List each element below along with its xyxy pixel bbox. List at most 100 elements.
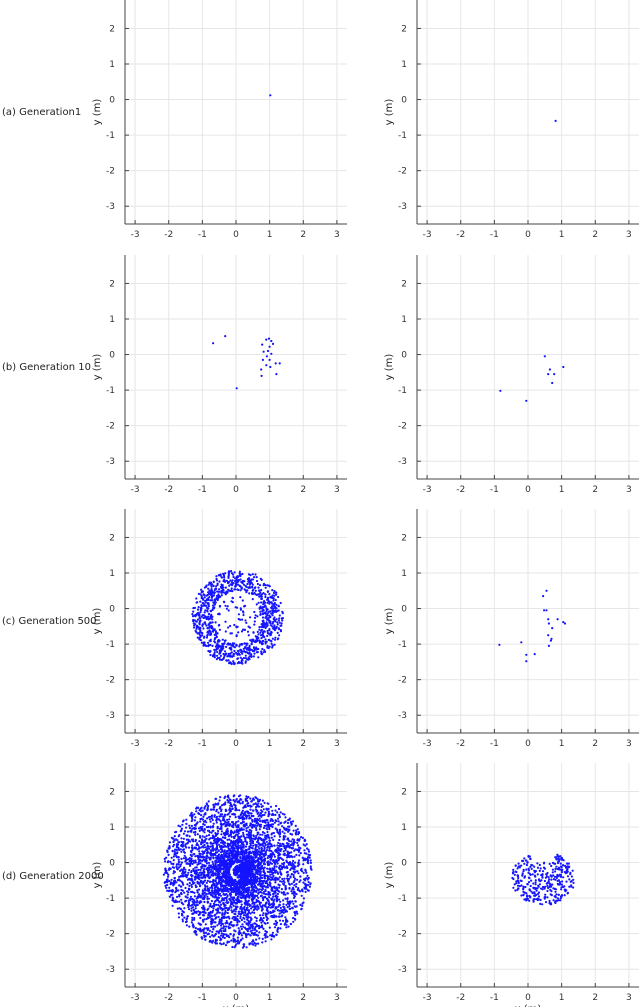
y-axis-label: y (m) xyxy=(92,608,103,635)
data-point xyxy=(201,841,204,844)
data-point xyxy=(193,918,196,921)
data-point xyxy=(499,389,502,392)
data-point xyxy=(296,844,300,847)
data-point xyxy=(237,631,240,634)
data-point xyxy=(183,907,186,910)
data-point xyxy=(258,641,261,644)
data-point xyxy=(253,941,256,945)
data-point xyxy=(193,853,196,856)
data-point xyxy=(182,857,185,860)
data-point xyxy=(260,849,263,852)
data-point xyxy=(217,881,220,884)
data-point xyxy=(292,829,295,832)
data-point xyxy=(233,662,236,665)
data-point xyxy=(232,904,235,907)
data-point xyxy=(194,927,197,930)
data-point xyxy=(224,809,227,813)
data-point xyxy=(194,885,198,889)
data-point xyxy=(227,609,230,612)
data-point xyxy=(266,349,270,353)
data-point xyxy=(217,849,220,853)
data-point xyxy=(222,852,226,855)
data-point xyxy=(275,593,278,596)
data-point xyxy=(225,645,228,649)
data-point xyxy=(230,939,233,942)
data-point xyxy=(259,595,262,598)
data-point xyxy=(212,881,215,885)
data-point xyxy=(190,857,193,860)
data-point xyxy=(291,900,294,903)
data-point xyxy=(293,849,296,852)
data-point xyxy=(219,819,222,823)
data-point xyxy=(209,599,212,602)
data-point xyxy=(220,899,223,902)
data-point xyxy=(545,589,548,592)
data-point xyxy=(279,900,282,903)
data-point xyxy=(550,637,553,640)
data-point xyxy=(217,915,220,919)
data-point xyxy=(239,596,242,599)
data-point xyxy=(191,827,194,830)
data-point xyxy=(224,639,227,642)
data-point xyxy=(254,589,257,592)
data-point xyxy=(274,609,277,612)
data-point xyxy=(239,656,242,659)
data-point xyxy=(259,612,262,616)
data-point xyxy=(275,373,278,376)
data-point xyxy=(211,608,214,612)
data-point xyxy=(204,819,207,822)
data-point xyxy=(264,936,267,939)
data-point xyxy=(266,824,269,827)
data-point xyxy=(232,832,235,835)
data-point xyxy=(191,818,194,821)
data-point xyxy=(226,911,229,915)
data-point xyxy=(245,642,248,645)
data-point xyxy=(280,622,283,625)
data-point xyxy=(209,865,213,868)
data-point xyxy=(241,937,244,940)
data-point xyxy=(245,849,248,852)
data-point xyxy=(221,584,224,587)
data-point xyxy=(249,574,252,577)
data-point xyxy=(223,650,227,653)
data-point xyxy=(269,910,272,914)
data-point xyxy=(223,913,226,916)
data-point xyxy=(264,932,267,936)
data-point xyxy=(190,861,193,864)
data-point xyxy=(253,623,256,626)
data-point xyxy=(260,909,263,912)
data-point xyxy=(185,826,188,829)
data-point xyxy=(247,836,250,839)
data-point xyxy=(269,805,273,808)
data-point xyxy=(268,610,271,613)
data-point xyxy=(292,842,295,845)
data-point xyxy=(217,811,220,814)
data-point xyxy=(227,862,230,865)
x-tick-label: 0 xyxy=(233,230,239,240)
data-point xyxy=(203,635,206,638)
data-point xyxy=(253,576,256,579)
data-point xyxy=(266,624,269,627)
x-tick-label: 1 xyxy=(267,485,273,495)
data-point xyxy=(228,834,231,837)
data-point xyxy=(196,863,199,866)
data-point xyxy=(209,808,212,811)
data-point xyxy=(220,927,223,930)
data-point xyxy=(254,879,257,882)
data-point xyxy=(285,923,288,926)
data-point xyxy=(259,882,262,886)
data-point xyxy=(244,584,247,588)
data-point xyxy=(190,815,193,818)
data-point xyxy=(178,884,181,887)
data-point xyxy=(253,922,256,925)
data-point xyxy=(190,829,193,832)
data-point xyxy=(238,929,241,932)
data-point xyxy=(278,815,281,819)
data-point xyxy=(235,908,238,911)
data-point xyxy=(195,843,198,847)
data-point xyxy=(173,877,176,880)
data-point xyxy=(266,845,270,848)
data-point xyxy=(240,649,243,652)
data-point xyxy=(274,620,277,623)
data-point xyxy=(294,918,297,921)
